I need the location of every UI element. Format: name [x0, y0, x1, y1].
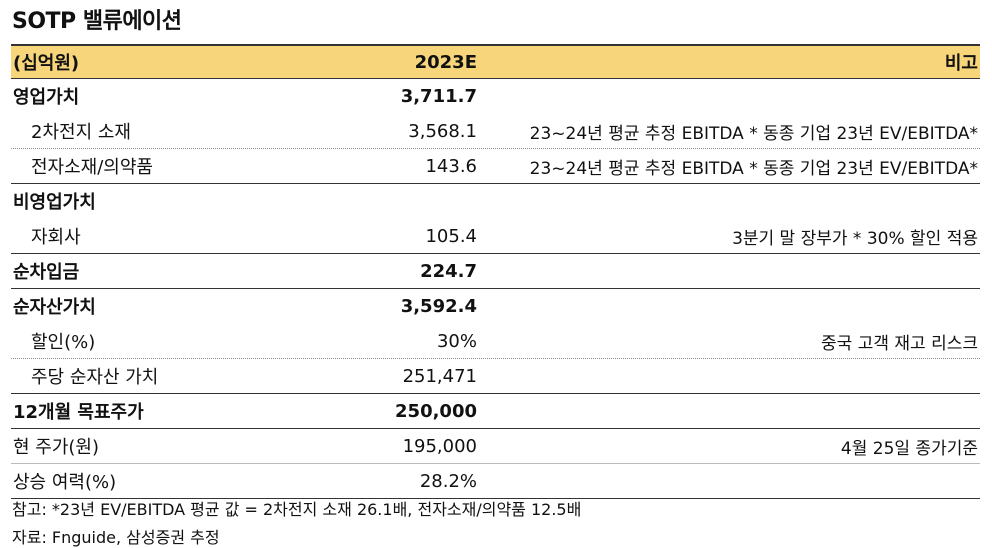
row-label: 전자소재/의약품: [31, 157, 153, 178]
row-value: 224.7: [420, 260, 477, 282]
row-note: 23~24년 평균 추정 EBITDA * 동종 기업 23년 EV/EBITD…: [529, 158, 978, 179]
table-header: (십억원) 2023E 비고: [11, 46, 980, 79]
row-label: 순차입금: [13, 262, 80, 283]
header-remarks: 비고: [944, 53, 978, 74]
row-value: 251,471: [402, 365, 477, 387]
row-value: 195,000: [402, 435, 477, 457]
row-value: 250,000: [395, 400, 477, 422]
row-label: 영업가치: [13, 87, 80, 108]
footnote-source: 자료: Fnguide, 삼성증권 추정: [12, 528, 220, 547]
table-row: 순자산가치 3,592.4: [11, 289, 980, 324]
table-row: 주당 순자산 가치 251,471: [11, 359, 980, 394]
row-value: 3,568.1: [408, 120, 477, 142]
row-label: 자회사: [31, 227, 81, 248]
row-value: 30%: [436, 330, 477, 352]
table-row: 순차입금 224.7: [11, 254, 980, 289]
row-note: 3분기 말 장부가 * 30% 할인 적용: [732, 228, 978, 249]
footnote-reference: 참고: *23년 EV/EBITDA 평균 값 = 2차전지 소재 26.1배,…: [12, 500, 582, 519]
table-row: 전자소재/의약품 143.6 23~24년 평균 추정 EBITDA * 동종 …: [11, 149, 980, 184]
row-label: 순자산가치: [13, 297, 96, 318]
row-label: 2차전지 소재: [31, 122, 131, 143]
row-note: 4월 25일 종가기준: [840, 438, 978, 459]
row-note: 23~24년 평균 추정 EBITDA * 동종 기업 23년 EV/EBITD…: [529, 123, 978, 144]
row-value: 3,592.4: [400, 295, 477, 317]
table-row: 비영업가치: [11, 184, 980, 219]
table-row: 현 주가(원) 195,000 4월 25일 종가기준: [11, 429, 980, 464]
header-year: 2023E: [414, 51, 477, 73]
table-row: 자회사 105.4 3분기 말 장부가 * 30% 할인 적용: [11, 219, 980, 254]
row-value: 3,711.7: [400, 85, 477, 107]
row-label: 비영업가치: [13, 192, 96, 213]
row-label: 할인(%): [31, 332, 96, 353]
table-row: 12개월 목표주가 250,000: [11, 394, 980, 429]
row-label: 12개월 목표주가: [13, 402, 144, 423]
row-note: 중국 고객 재고 리스크: [821, 333, 978, 354]
row-value: 105.4: [425, 225, 477, 247]
row-value: 28.2%: [419, 470, 477, 492]
row-label: 현 주가(원): [13, 437, 100, 458]
table-row: 영업가치 3,711.7: [11, 79, 980, 114]
header-unit: (십억원): [13, 53, 80, 74]
sotp-valuation-table: (십억원) 2023E 비고 영업가치 3,711.7 2차전지 소재 3,56…: [11, 44, 980, 499]
table-row: 2차전지 소재 3,568.1 23~24년 평균 추정 EBITDA * 동종…: [11, 114, 980, 149]
row-label: 주당 순자산 가치: [31, 367, 159, 388]
row-value: 143.6: [425, 155, 477, 177]
table-row: 상승 여력(%) 28.2%: [11, 464, 980, 499]
table-row: 할인(%) 30% 중국 고객 재고 리스크: [11, 324, 980, 359]
row-label: 상승 여력(%): [13, 472, 117, 493]
table-title: SOTP 밸류에이션: [12, 9, 182, 34]
